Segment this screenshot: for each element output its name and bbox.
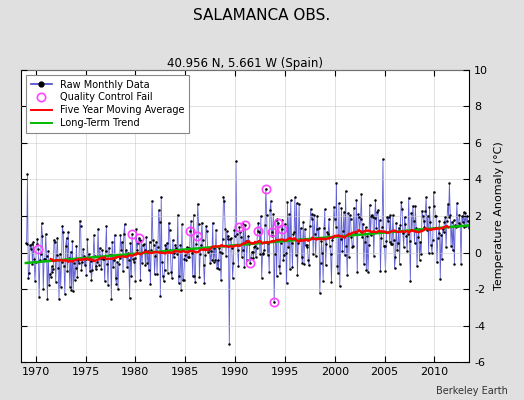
Legend: Raw Monthly Data, Quality Control Fail, Five Year Moving Average, Long-Term Tren: Raw Monthly Data, Quality Control Fail, … [26, 75, 189, 133]
Title: 40.956 N, 5.661 W (Spain): 40.956 N, 5.661 W (Spain) [167, 57, 323, 70]
Text: Berkeley Earth: Berkeley Earth [436, 386, 508, 396]
Text: SALAMANCA OBS.: SALAMANCA OBS. [193, 8, 331, 23]
Y-axis label: Temperature Anomaly (°C): Temperature Anomaly (°C) [494, 142, 504, 290]
